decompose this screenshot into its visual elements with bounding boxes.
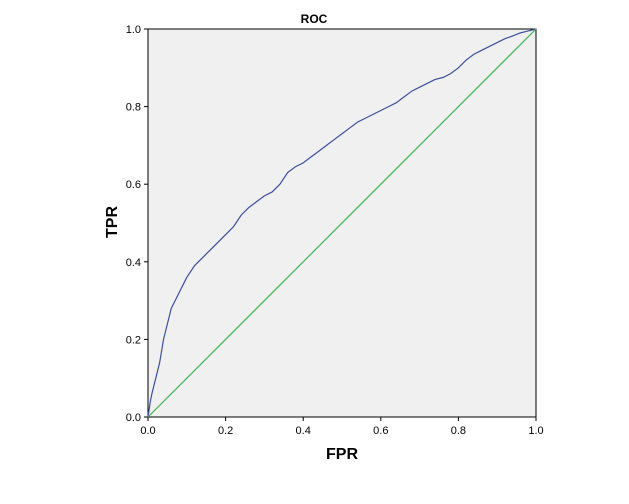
y-tick-label: 1.0 [126, 24, 141, 36]
x-tick-label: 1.0 [528, 425, 543, 437]
roc-curve [147, 28, 537, 418]
x-tick-label: 0.2 [218, 425, 233, 437]
y-tick-label: 0.0 [126, 412, 141, 424]
y-axis-title: TPR [104, 206, 121, 238]
y-tick-label: 0.2 [126, 334, 141, 346]
x-tick-label: 0.0 [140, 425, 155, 437]
axes-layer: 0.0 0.2 0.4 0.6 0.8 1.0 0.0 0.2 0.4 0.6 0.8 1.0 [126, 24, 544, 437]
x-axis-title: FPR [326, 446, 358, 463]
x-tick-label: 0.8 [451, 425, 466, 437]
x-tick-label: 0.6 [373, 425, 388, 437]
chart-title: ROC [301, 12, 328, 26]
y-tick-label: 0.6 [126, 179, 141, 191]
y-tick-label: 0.8 [126, 102, 141, 114]
series-layer [147, 28, 537, 418]
x-tick-label: 0.4 [296, 425, 311, 437]
y-tick-label: 0.4 [126, 257, 141, 269]
reference-diagonal [147, 28, 537, 418]
